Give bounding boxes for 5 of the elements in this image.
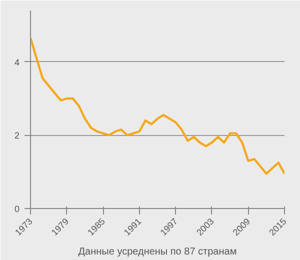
y-tick-label: 4 xyxy=(14,57,20,68)
y-tick-label: 0 xyxy=(14,204,20,214)
x-axis-title: Данные усреднены по 87 странам xyxy=(78,246,237,258)
y-tick-label: 2 xyxy=(14,130,20,141)
line-series xyxy=(30,36,284,175)
